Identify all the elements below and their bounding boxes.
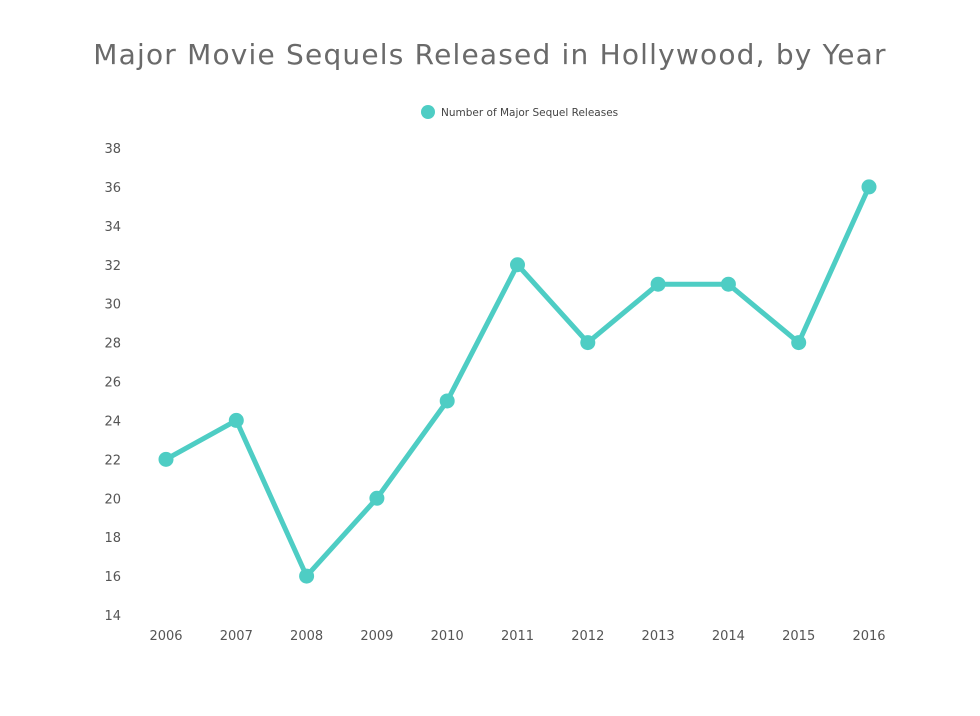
data-point[interactable] (650, 276, 666, 292)
y-tick-label: 32 (104, 259, 121, 274)
y-tick-label: 20 (104, 492, 121, 507)
legend-label: Number of Major Sequel Releases (441, 107, 618, 119)
data-point[interactable] (510, 257, 525, 273)
plot-area (158, 179, 877, 584)
data-point[interactable] (299, 568, 315, 584)
legend-marker (421, 105, 435, 119)
y-tick-label: 24 (104, 414, 121, 429)
x-tick-label: 2007 (220, 629, 253, 644)
data-point[interactable] (580, 335, 596, 351)
y-tick-label: 36 (104, 181, 121, 196)
y-axis-ticks: 14 16 18 20 22 24 26 28 30 32 34 36 38 (104, 142, 121, 624)
data-point[interactable] (791, 335, 807, 351)
x-tick-label: 2006 (149, 629, 182, 644)
chart-title: Major Movie Sequels Released in Hollywoo… (93, 38, 887, 71)
data-point[interactable] (861, 179, 877, 195)
data-point[interactable] (720, 276, 736, 292)
x-tick-label: 2015 (782, 629, 815, 644)
legend: Number of Major Sequel Releases (421, 105, 618, 119)
y-tick-label: 34 (104, 220, 121, 235)
y-tick-label: 14 (104, 609, 121, 624)
y-tick-label: 26 (104, 376, 121, 391)
x-tick-label: 2016 (852, 629, 885, 644)
x-tick-label: 2013 (642, 629, 675, 644)
data-point[interactable] (439, 393, 455, 409)
x-tick-label: 2008 (290, 629, 323, 644)
data-point[interactable] (369, 490, 385, 506)
series-line (163, 184, 872, 579)
x-tick-label: 2010 (431, 629, 464, 644)
data-point[interactable] (158, 451, 174, 467)
y-tick-label: 30 (104, 298, 121, 313)
x-tick-label: 2009 (360, 629, 393, 644)
y-tick-label: 16 (104, 570, 121, 585)
data-point[interactable] (228, 412, 244, 428)
x-tick-label: 2011 (501, 629, 534, 644)
y-tick-label: 18 (104, 531, 121, 546)
y-tick-label: 22 (104, 453, 121, 468)
y-tick-label: 28 (104, 337, 121, 352)
x-tick-label: 2014 (712, 629, 745, 644)
x-tick-label: 2012 (571, 629, 604, 644)
y-tick-label: 38 (104, 142, 121, 157)
x-axis-ticks: 2006 2007 2008 2009 2010 2011 2012 2013 2014 2015… (149, 629, 885, 644)
